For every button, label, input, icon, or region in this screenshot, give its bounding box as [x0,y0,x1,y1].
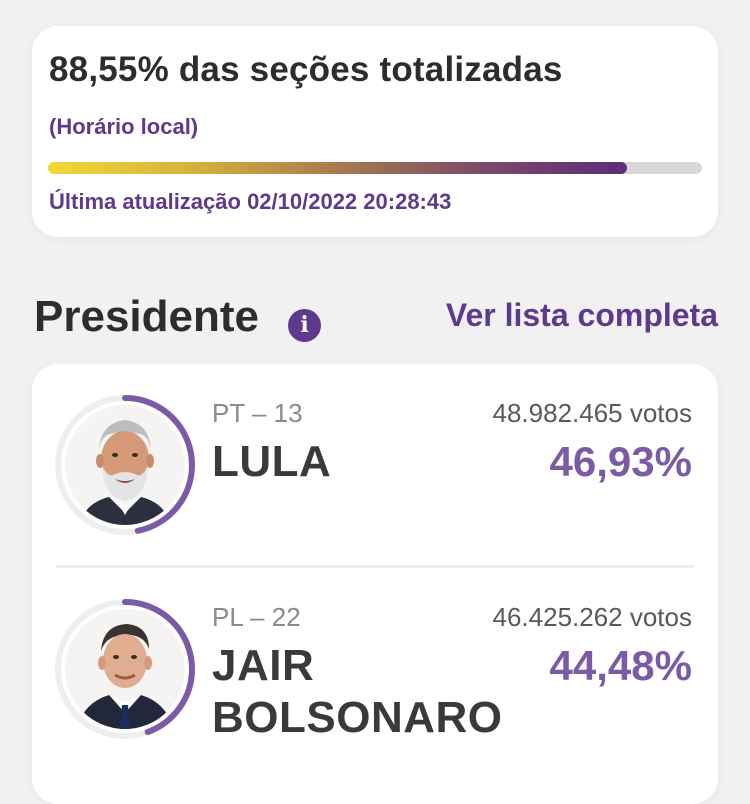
totalization-title: 88,55% das seções totalizadas [49,50,563,89]
candidate-row-bolsonaro[interactable]: PL – 22 JAIR BOLSONARO 46.425.262 votos … [32,598,718,778]
totalization-progress-fill [48,162,628,174]
candidate-percentage: 44,48% [549,642,692,689]
candidate-avatar [54,598,196,740]
local-time-label: (Horário local) [49,114,199,139]
candidate-photo-lula [65,405,185,525]
candidate-avatar [54,394,196,536]
president-section-header: Presidente i Ver lista completa [34,292,718,348]
candidate-name: LULA [212,437,332,486]
candidate-party: PT – 13 [212,398,303,428]
vote-share-ring [55,395,195,535]
view-full-list-link[interactable]: Ver lista completa [445,297,718,333]
candidates-card: PT – 13 LULA 48.982.465 votos 46,93% [32,364,718,804]
last-update-label: Última atualização 02/10/2022 20:28:43 [49,189,452,214]
candidate-row-lula[interactable]: PT – 13 LULA 48.982.465 votos 46,93% [32,394,718,536]
candidate-percentage: 46,93% [549,438,692,485]
candidate-name: JAIR BOLSONARO [212,640,503,744]
candidate-party: PL – 22 [212,602,301,632]
candidate-votes: 48.982.465 votos [492,398,693,428]
candidate-name-line1: JAIR [212,641,315,690]
candidate-name-line2: BOLSONARO [212,693,503,742]
row-divider [56,565,694,568]
vote-share-ring [55,599,195,739]
candidate-photo-bolsonaro [65,609,185,729]
info-icon[interactable]: i [288,309,321,342]
section-title: Presidente [34,292,259,341]
totalization-status-card: 88,55% das seções totalizadas (Horário l… [32,26,718,237]
totalization-progress-bar [48,162,702,174]
candidate-votes: 46.425.262 votos [492,602,693,632]
